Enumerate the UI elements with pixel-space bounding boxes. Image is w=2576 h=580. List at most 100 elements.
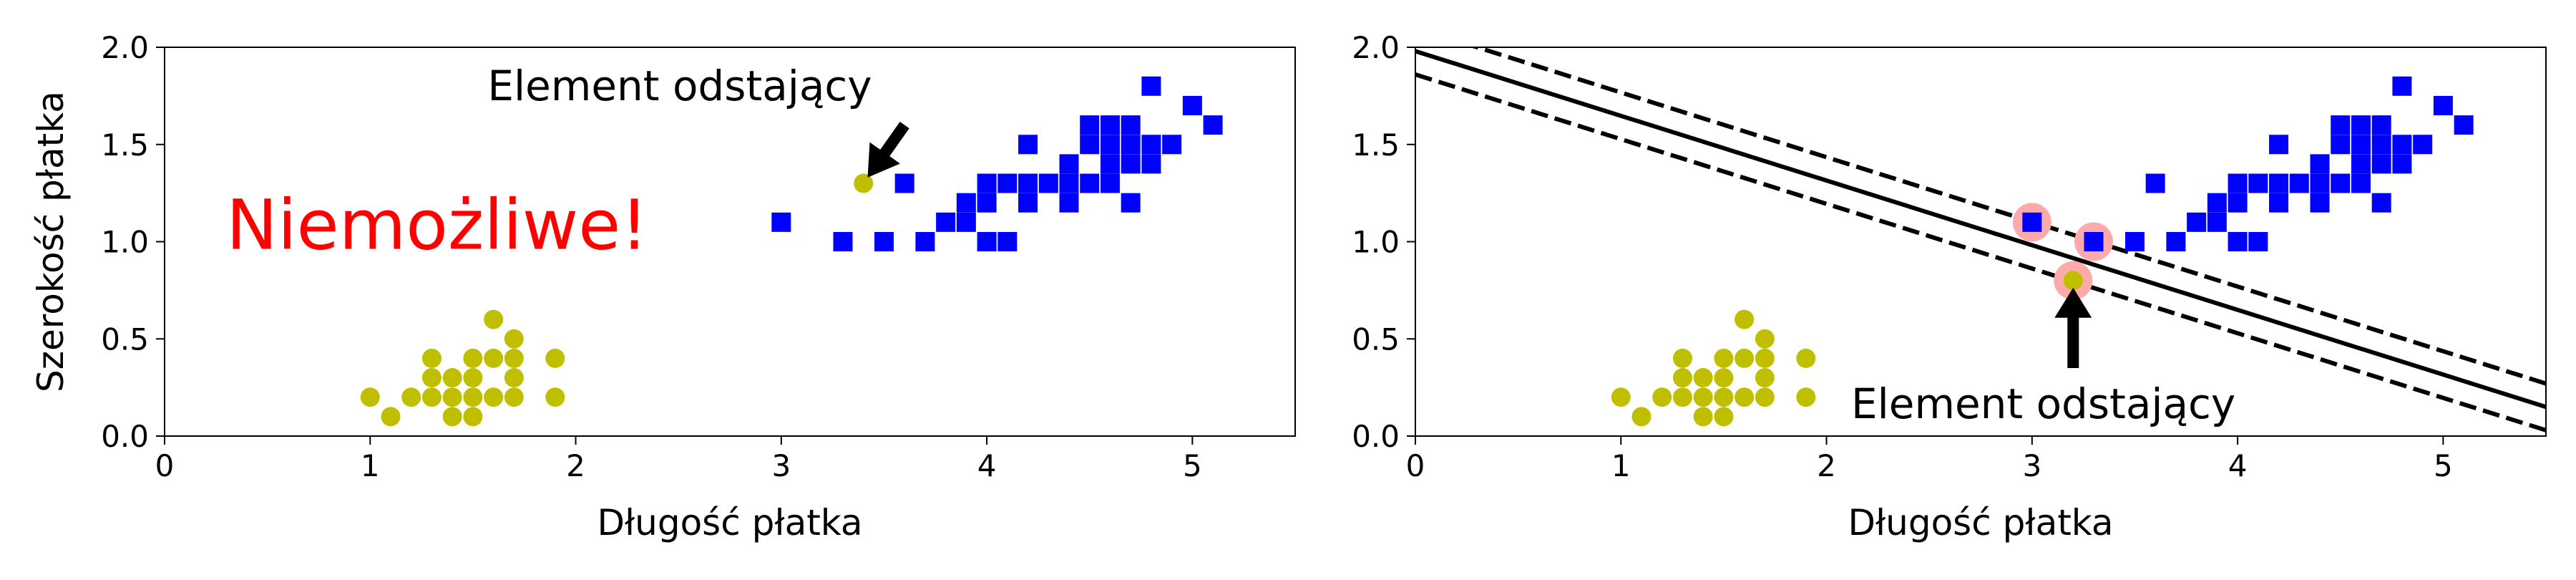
data-point-circle bbox=[504, 348, 524, 368]
data-point-square bbox=[2084, 232, 2104, 251]
annotation-outlier-label: Element odstający bbox=[487, 62, 872, 110]
data-point-square bbox=[1059, 193, 1079, 213]
data-point-square bbox=[2310, 193, 2330, 213]
data-point-square bbox=[915, 232, 935, 251]
y-tick-label: 1.0 bbox=[101, 225, 149, 260]
margin-line-1 bbox=[1470, 47, 2546, 386]
data-point-square bbox=[2351, 154, 2371, 174]
data-point-square bbox=[1141, 76, 1161, 96]
data-point-circle bbox=[545, 348, 565, 368]
data-point-square bbox=[2207, 212, 2227, 232]
x-tick-label: 2 bbox=[1817, 448, 1836, 483]
data-point-circle bbox=[1714, 348, 1734, 368]
data-point-circle bbox=[1755, 387, 1775, 407]
data-point-square bbox=[2022, 212, 2042, 232]
data-point-square bbox=[977, 193, 997, 213]
data-point-square bbox=[1162, 135, 1182, 155]
left-plot: 0 1 2 3 4 5 0.0 0.5 1.0 1.5 2.0 Długość płatka Szero… bbox=[30, 30, 1296, 543]
data-point-square bbox=[1018, 173, 1038, 193]
data-point-square bbox=[2392, 76, 2412, 96]
data-point-square bbox=[2187, 212, 2207, 232]
data-point-circle bbox=[421, 368, 441, 388]
data-point-circle bbox=[1672, 348, 1692, 368]
x-tick-label: 0 bbox=[155, 448, 175, 483]
plot-area bbox=[1415, 47, 2546, 432]
data-point-circle bbox=[421, 348, 441, 368]
data-point-square bbox=[1059, 173, 1079, 193]
data-point-square bbox=[1080, 173, 1100, 193]
data-point-square bbox=[1121, 135, 1141, 155]
data-point-square bbox=[2371, 193, 2391, 213]
x-tick-label: 1 bbox=[361, 448, 380, 483]
data-point-circle bbox=[1735, 387, 1755, 407]
x-tick-label: 1 bbox=[1611, 448, 1631, 483]
data-point-circle bbox=[401, 387, 421, 407]
data-point-square bbox=[2413, 135, 2433, 155]
data-point-square bbox=[1141, 154, 1161, 174]
data-point-circle bbox=[854, 173, 874, 193]
data-point-circle bbox=[463, 387, 483, 407]
annotation-arrow bbox=[2054, 287, 2092, 368]
data-point-circle bbox=[381, 407, 401, 427]
y-tick-label: 0.0 bbox=[101, 419, 149, 454]
data-point-circle bbox=[1796, 348, 1816, 368]
data-point-square bbox=[2351, 135, 2371, 155]
x-tick-label: 4 bbox=[2228, 448, 2248, 483]
data-point-square bbox=[1121, 154, 1141, 174]
data-point-circle bbox=[442, 387, 462, 407]
data-point-circle bbox=[484, 387, 504, 407]
data-point-circle bbox=[1693, 368, 1713, 388]
data-point-square bbox=[2269, 173, 2289, 193]
x-tick-label: 3 bbox=[2022, 448, 2041, 483]
data-point-square bbox=[2228, 193, 2248, 213]
data-point-square bbox=[936, 212, 956, 232]
y-tick-label: 0.0 bbox=[1352, 419, 1400, 454]
y-tick-label: 1.5 bbox=[101, 127, 149, 163]
data-point-circle bbox=[504, 368, 524, 388]
data-point-square bbox=[2228, 173, 2248, 193]
data-point-square bbox=[2454, 115, 2474, 135]
y-tick-label: 1.5 bbox=[1352, 127, 1400, 163]
data-point-circle bbox=[1755, 329, 1775, 349]
y-tick-label: 2.0 bbox=[1352, 30, 1400, 65]
data-point-square bbox=[1100, 115, 1120, 135]
data-point-square bbox=[956, 193, 976, 213]
data-point-square bbox=[2371, 115, 2391, 135]
data-point-circle bbox=[1611, 387, 1631, 407]
data-point-square bbox=[833, 232, 853, 251]
data-point-square bbox=[1100, 135, 1120, 155]
data-point-square bbox=[771, 212, 791, 232]
data-point-square bbox=[2392, 154, 2412, 174]
data-point-square bbox=[2331, 115, 2351, 135]
data-point-circle bbox=[1672, 387, 1692, 407]
x-tick-label: 2 bbox=[566, 448, 585, 483]
data-point-circle bbox=[484, 348, 504, 368]
x-axis-label: Długość płatka bbox=[597, 502, 862, 543]
data-point-circle bbox=[1755, 348, 1775, 368]
data-point-square bbox=[1080, 115, 1100, 135]
data-point-square bbox=[956, 212, 976, 232]
data-point-circle bbox=[1631, 407, 1652, 427]
data-point-circle bbox=[442, 407, 462, 427]
data-point-square bbox=[1018, 135, 1038, 155]
x-tick-label: 5 bbox=[1183, 448, 1202, 483]
data-point-circle bbox=[1652, 387, 1672, 407]
data-point-square bbox=[2289, 173, 2309, 193]
data-point-square bbox=[997, 232, 1018, 251]
data-point-circle bbox=[2063, 271, 2083, 291]
data-point-circle bbox=[1693, 387, 1713, 407]
data-point-circle bbox=[1714, 387, 1734, 407]
annotation-outlier-label: Element odstający bbox=[1851, 380, 2235, 428]
data-point-square bbox=[977, 232, 997, 251]
data-point-square bbox=[2371, 154, 2391, 174]
data-point-square bbox=[2371, 135, 2391, 155]
data-point-square bbox=[1059, 154, 1079, 174]
data-point-square bbox=[977, 173, 997, 193]
data-point-square bbox=[2331, 173, 2351, 193]
annotation-impossible-label: Niemożliwe! bbox=[226, 185, 648, 266]
y-tick-label: 0.5 bbox=[101, 322, 149, 357]
data-point-square bbox=[1100, 173, 1120, 193]
data-point-square bbox=[1182, 95, 1202, 115]
data-point-circle bbox=[504, 329, 524, 349]
